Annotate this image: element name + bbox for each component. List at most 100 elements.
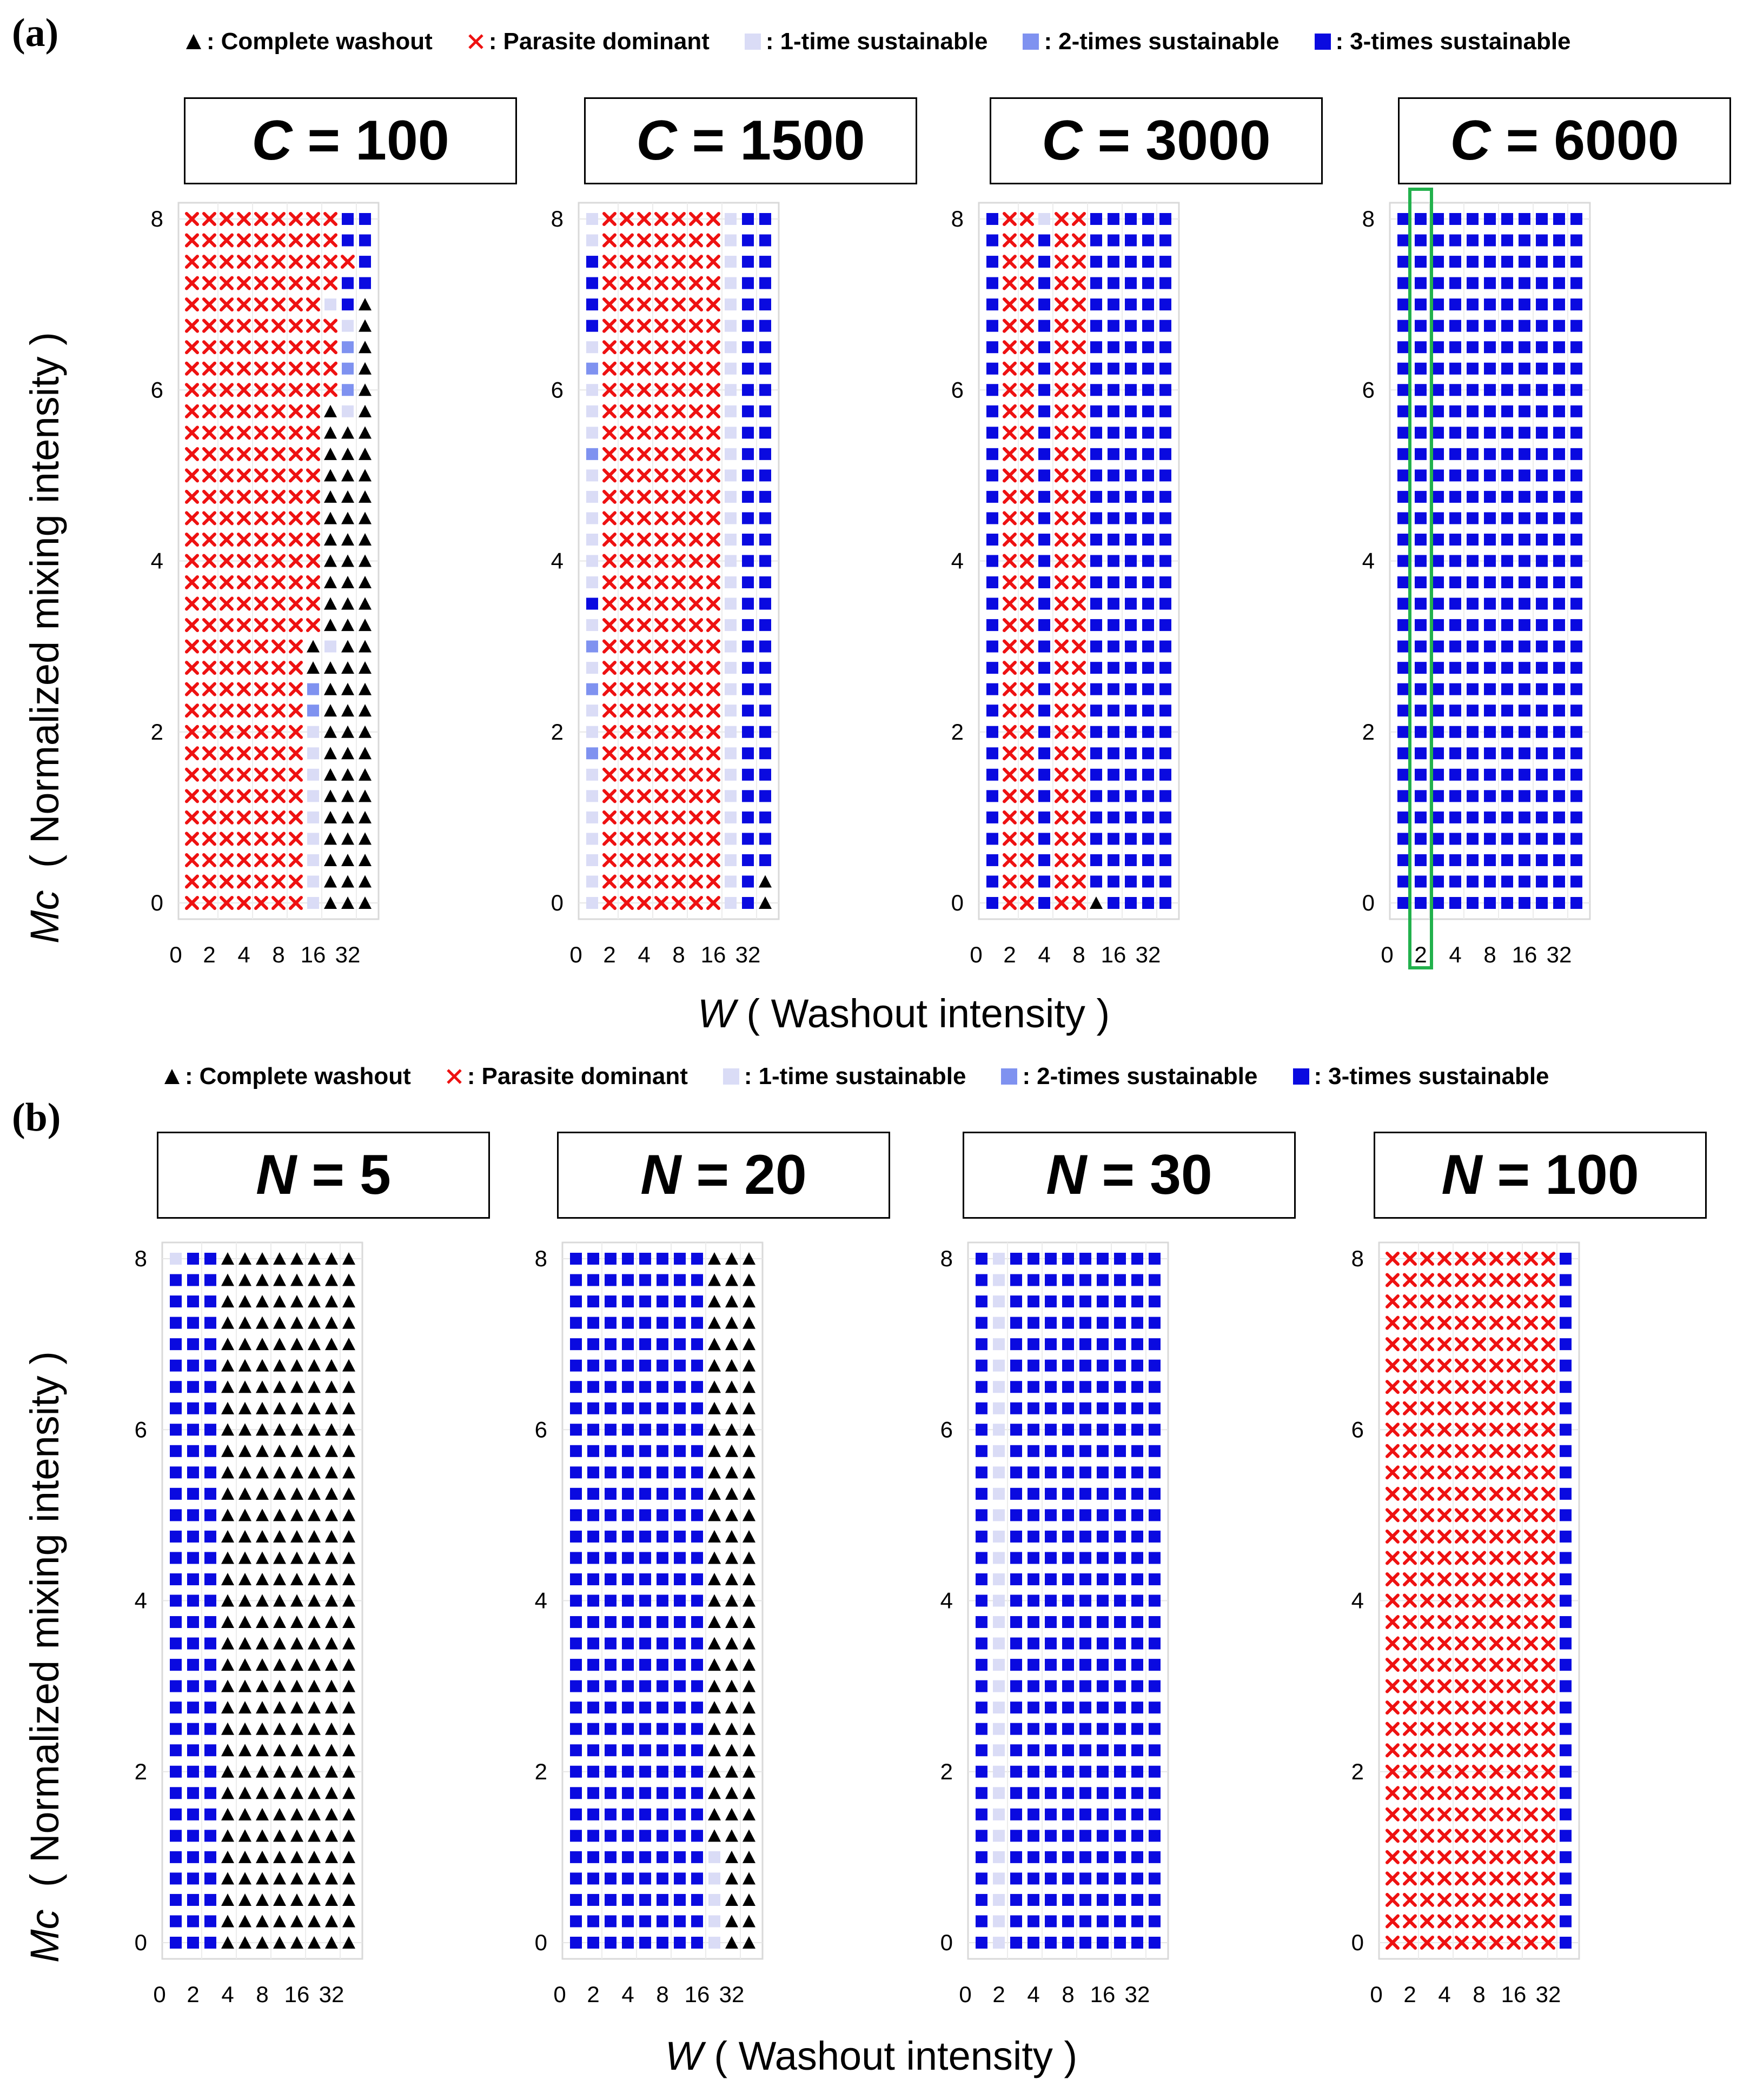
marker-parasite — [689, 896, 703, 910]
marker-3-times — [674, 1445, 686, 1457]
marker-washout — [324, 576, 337, 589]
marker-3-times — [1553, 213, 1565, 225]
marker-3-times — [1159, 320, 1171, 332]
marker-3-times — [1449, 875, 1461, 888]
marker-parasite — [1455, 1936, 1469, 1950]
marker-3-times — [1131, 1359, 1143, 1372]
marker-washout — [273, 1401, 286, 1414]
marker-3-times — [1062, 1317, 1074, 1329]
marker-3-times — [691, 1317, 703, 1329]
marker-3-times — [1108, 705, 1119, 717]
marker-1-time — [708, 1851, 720, 1863]
marker-1-time — [708, 1915, 720, 1928]
marker-washout — [359, 747, 372, 760]
marker-parasite — [1403, 1679, 1417, 1693]
marker-washout — [325, 1786, 338, 1799]
title-equals: = — [307, 109, 341, 172]
marker-3-times — [674, 1830, 686, 1842]
marker-3-times — [1028, 1616, 1039, 1629]
marker-1-time — [307, 897, 319, 909]
marker-3-times — [187, 1274, 199, 1286]
marker-3-times — [976, 1402, 987, 1414]
marker-parasite — [254, 618, 268, 633]
marker-3-times — [1519, 469, 1530, 482]
marker-parasite — [1541, 1700, 1555, 1715]
marker-parasite — [706, 212, 720, 226]
marker-3-times — [639, 1830, 651, 1842]
marker-washout — [359, 447, 372, 460]
marker-washout — [743, 1829, 755, 1842]
marker-3-times — [1149, 1744, 1161, 1757]
marker-3-times — [170, 1530, 182, 1543]
marker-parasite — [1055, 554, 1069, 568]
marker-3-times — [674, 1765, 686, 1778]
marker-3-times — [570, 1402, 582, 1414]
marker-3-times — [759, 341, 771, 354]
marker-parasite — [1072, 340, 1086, 355]
marker-3-times — [1062, 1937, 1074, 1949]
marker-washout — [221, 1295, 234, 1308]
marker-parasite — [1455, 1807, 1469, 1822]
marker-3-times — [1449, 662, 1461, 674]
marker-washout — [325, 1487, 338, 1500]
marker-washout — [341, 597, 354, 610]
marker-1-time — [993, 1744, 1005, 1757]
marker-washout — [256, 1423, 269, 1436]
marker-parasite — [620, 532, 634, 547]
marker-parasite — [289, 340, 303, 355]
marker-washout — [290, 1359, 303, 1372]
marker-washout — [238, 1295, 251, 1308]
marker-washout — [324, 597, 337, 610]
marker-parasite — [1437, 1679, 1451, 1693]
marker-parasite — [1507, 1871, 1521, 1886]
marker-3-times — [1114, 1659, 1126, 1671]
marker-washout — [325, 1508, 338, 1521]
marker-parasite — [706, 575, 720, 590]
marker-parasite — [1524, 1786, 1538, 1800]
marker-3-times — [1570, 747, 1582, 760]
marker-3-times — [1108, 469, 1119, 482]
marker-parasite — [1003, 554, 1017, 568]
marker-parasite — [289, 618, 303, 633]
marker-parasite — [202, 596, 216, 611]
marker-3-times — [1415, 747, 1427, 760]
marker-1-time — [725, 768, 737, 781]
marker-parasite — [1020, 874, 1034, 889]
marker-3-times — [204, 1893, 216, 1906]
marker-parasite — [620, 233, 634, 248]
marker-1-time — [993, 1872, 1005, 1885]
marker-parasite — [289, 276, 303, 290]
marker-3-times — [1108, 726, 1119, 738]
marker-parasite — [1386, 1679, 1400, 1693]
marker-3-times — [674, 1274, 686, 1286]
marker-parasite — [1489, 1465, 1503, 1480]
marker-3-times — [1159, 448, 1171, 460]
marker-washout — [238, 1380, 251, 1393]
marker-parasite — [1489, 1936, 1503, 1950]
marker-3-times — [1149, 1616, 1161, 1629]
marker-parasite — [185, 682, 199, 696]
marker-3-times — [1045, 1808, 1057, 1820]
marker-parasite — [1472, 1380, 1486, 1394]
marker-washout — [725, 1679, 738, 1692]
marker-parasite — [1524, 1401, 1538, 1415]
marker-3-times — [622, 1573, 634, 1585]
y-tick-label: 6 — [535, 1417, 547, 1442]
marker-3-times — [187, 1594, 199, 1607]
marker-3-times — [1114, 1359, 1126, 1372]
marker-3-times — [976, 1338, 987, 1351]
marker-parasite — [1524, 1807, 1538, 1822]
marker-3-times — [657, 1274, 668, 1286]
marker-3-times — [1159, 619, 1171, 632]
marker-parasite — [1420, 1786, 1434, 1800]
marker-1-time — [586, 576, 598, 589]
marker-parasite — [637, 853, 651, 867]
marker-parasite — [1472, 1636, 1486, 1651]
marker-1-time — [708, 1937, 720, 1949]
marker-parasite — [1072, 703, 1086, 718]
marker-3-times — [1131, 1808, 1143, 1820]
marker-parasite — [706, 404, 720, 418]
marker-3-times — [1149, 1594, 1161, 1607]
marker-parasite — [706, 853, 720, 867]
marker-3-times — [1467, 512, 1479, 524]
